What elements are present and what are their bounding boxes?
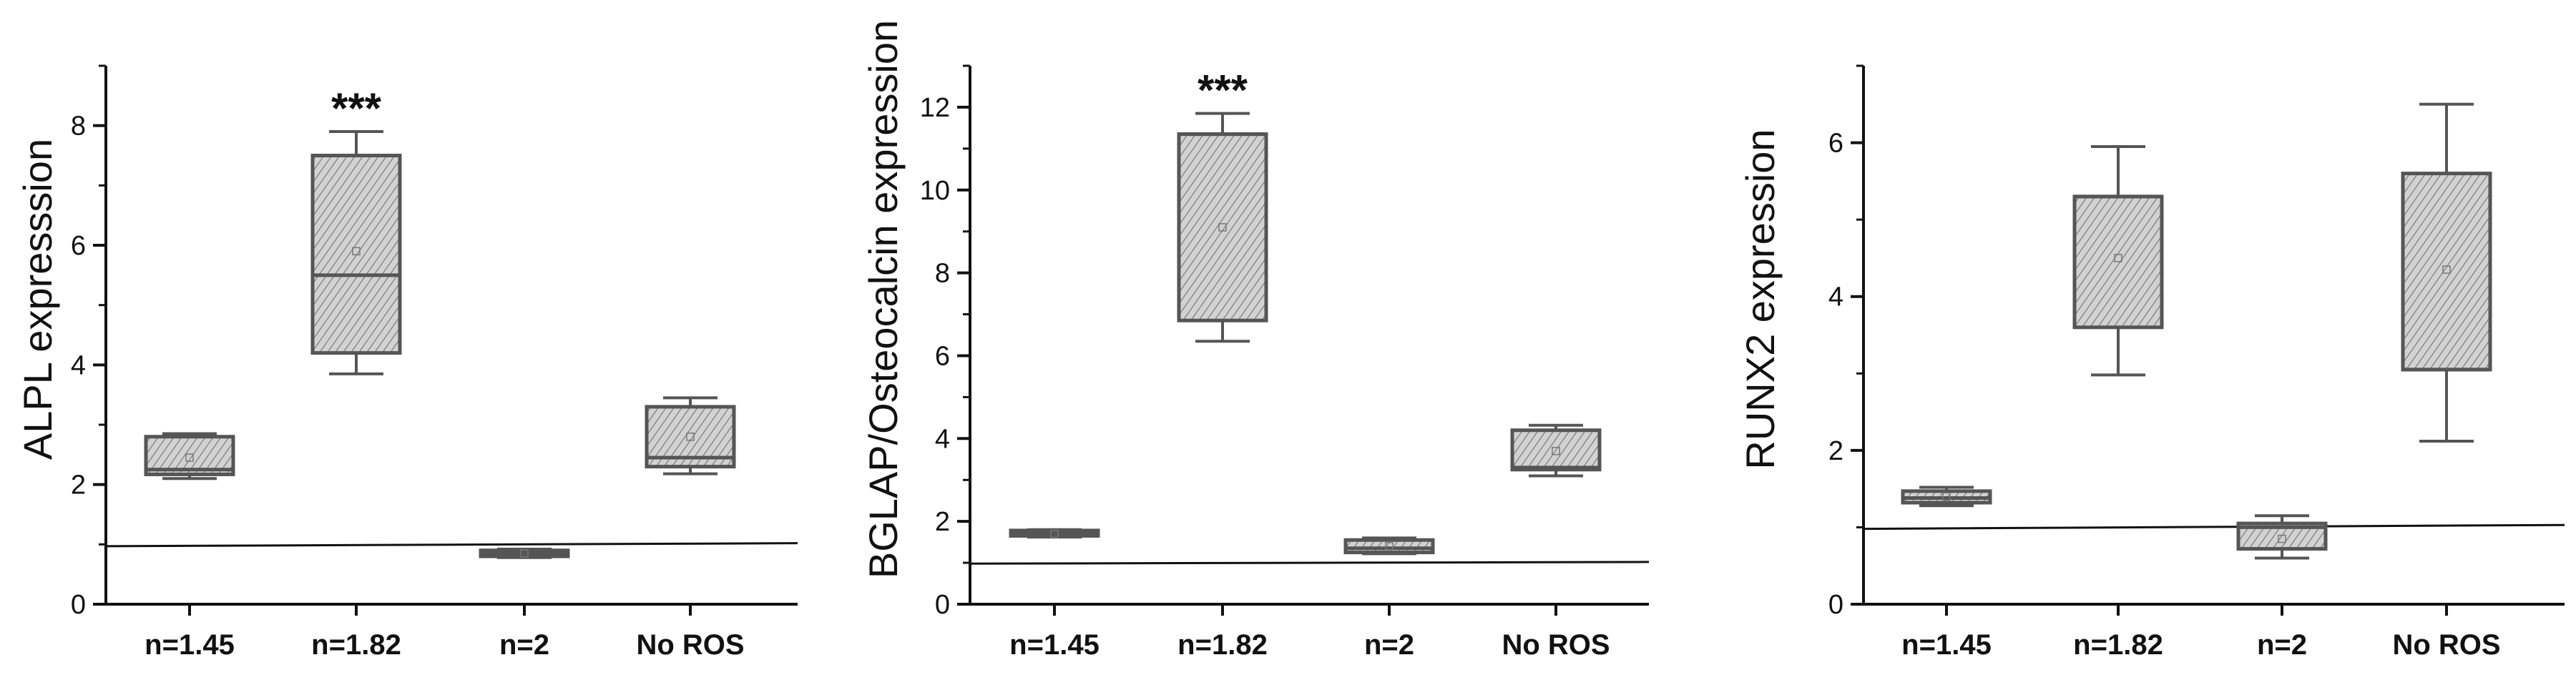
box-alpl-1 [310,130,402,375]
y-tick-label: 6 [1828,129,1843,159]
y-tick-label: 8 [71,112,86,142]
y-tick-label: 10 [920,176,950,206]
box-runx2-3 [2401,102,2492,443]
y-tick-label: 4 [1828,282,1843,312]
x-category-label: n=1.45 [1901,629,1992,661]
box-bglap-0 [1009,528,1100,539]
y-tick-label: 4 [935,424,950,454]
x-category-label: No ROS [2392,629,2500,661]
significance-marker: *** [331,84,382,132]
box-bglap-2 [1343,536,1435,556]
y-tick-label: 0 [71,590,86,620]
mean-marker [352,247,361,256]
y-tick-label: 4 [71,350,86,380]
reference-line [105,542,798,548]
x-category-label: No ROS [1502,629,1610,661]
box-alpl-3 [645,396,736,475]
y-axis-title: ALPL expresssion [15,139,60,460]
reference-line [1863,523,2565,531]
mean-marker [2442,265,2451,274]
mean-marker [185,453,194,462]
x-category-label: No ROS [636,629,744,661]
y-axis-title: RUNX2 expression [1738,129,1783,469]
mean-marker [1050,529,1059,538]
x-category-label: n=1.82 [311,629,401,661]
x-category-label: n=1.82 [1177,629,1268,661]
box-body [1343,538,1435,555]
mean-marker [686,432,695,441]
y-tick-label: 6 [935,341,950,371]
reference-line [969,561,1650,565]
box-bglap-1 [1177,112,1268,343]
y-tick-label: 6 [71,231,86,261]
mean-marker [1552,446,1560,455]
x-category-label: n=1.45 [1009,629,1100,661]
box-bglap-3 [1510,423,1602,478]
mean-marker [2278,534,2286,543]
y-tick-label: 2 [1828,436,1843,466]
y-tick-label: 0 [1828,590,1843,620]
box-runx2-0 [1901,486,1992,508]
box-body [1177,132,1268,322]
box-alpl-0 [144,432,235,481]
chart-panel-alpl: 0 2 4 6 8 ALPL expresssion n=1.45 n=1.82 n=2 No R… [15,64,798,661]
x-category-label: n=2 [2257,629,2307,661]
mean-marker [2114,254,2122,262]
y-tick-label: 0 [935,590,950,620]
mean-marker [1385,542,1394,551]
significance-marker: *** [1198,66,1248,114]
y-tick-label: 8 [935,259,950,289]
x-category-label: n=2 [1364,629,1414,661]
x-category-label: n=1.82 [2073,629,2163,661]
box-body [310,154,402,355]
y-tick-label: 2 [71,470,86,501]
x-category-label: n=2 [499,629,549,661]
mean-marker [1942,492,1951,501]
box-body [1510,428,1602,472]
chart-panel-bglap: 0 2 4 6 8 10 12 BGLAP/Osteocalcin expression n=1… [861,20,1650,661]
y-tick-label: 12 [920,93,950,123]
box-runx2-2 [2236,514,2328,560]
mean-marker [520,549,529,558]
box-body [2401,172,2492,372]
box-runx2-1 [2072,144,2164,377]
box-alpl-2 [479,548,570,559]
y-axis-title: BGLAP/Osteocalcin expression [861,20,906,578]
mean-marker [1218,223,1227,232]
chart-panel-runx2: 0 2 4 6 RUNX2 expression n=1.45 n=1.82 n=2 No RO… [1738,64,2565,661]
x-category-label: n=1.45 [145,629,235,661]
y-tick-label: 2 [935,507,950,537]
